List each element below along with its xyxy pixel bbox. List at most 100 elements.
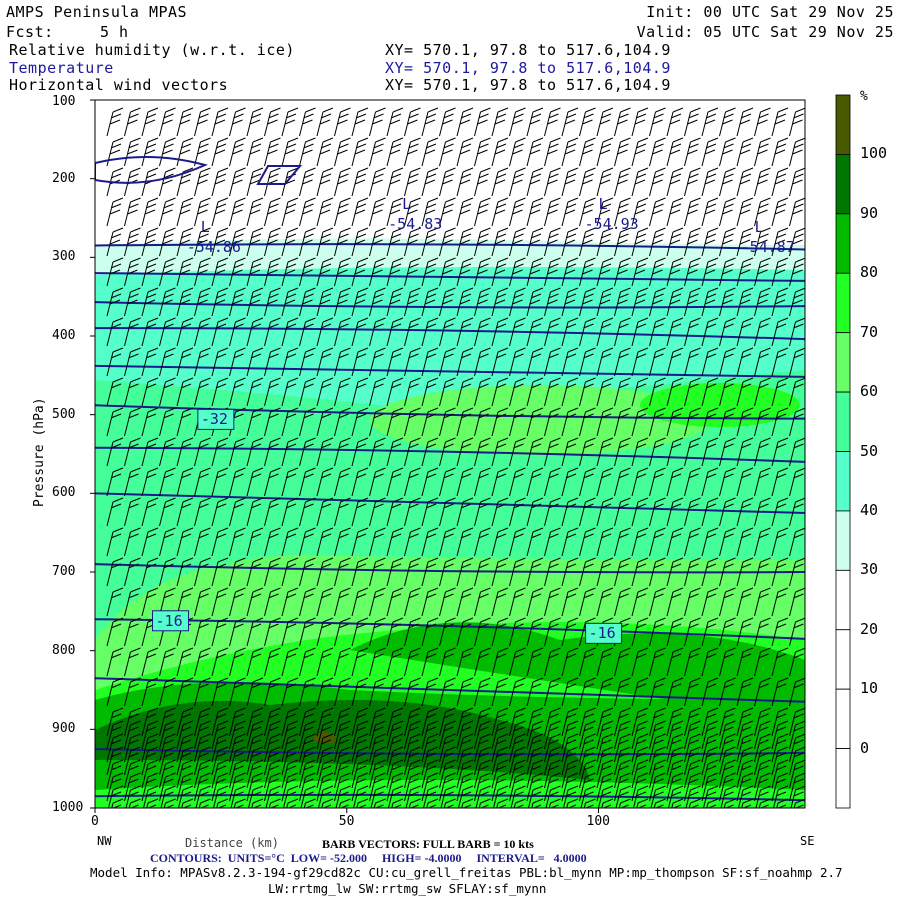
wind-barb bbox=[684, 197, 701, 227]
wind-barb bbox=[509, 617, 526, 647]
wind-barb bbox=[176, 287, 194, 317]
wind-barb bbox=[561, 437, 579, 467]
wind-barb bbox=[106, 707, 124, 737]
wind-barb bbox=[614, 772, 631, 802]
wind-barb bbox=[789, 527, 805, 557]
wind-barb bbox=[561, 497, 579, 527]
wind-barb bbox=[247, 785, 264, 808]
temperature-contour bbox=[95, 364, 805, 378]
wind-barb bbox=[474, 347, 491, 377]
wind-barb bbox=[264, 227, 281, 257]
wind-barb bbox=[246, 733, 264, 763]
wind-barb bbox=[246, 587, 264, 617]
wind-barb bbox=[649, 287, 666, 317]
wind-barb bbox=[246, 107, 264, 137]
wind-barb bbox=[316, 347, 334, 377]
wind-barb bbox=[719, 497, 736, 527]
wind-barb bbox=[456, 137, 474, 167]
wind-barb bbox=[404, 527, 421, 557]
wind-barb bbox=[141, 437, 159, 467]
wind-barb bbox=[596, 497, 614, 527]
wind-barb bbox=[106, 377, 124, 407]
se-label: SE bbox=[800, 834, 815, 848]
wind-barb bbox=[666, 437, 684, 467]
wind-barb bbox=[106, 407, 124, 437]
wind-barb bbox=[194, 772, 211, 802]
wind-barb bbox=[754, 733, 771, 763]
wind-barb bbox=[351, 497, 369, 527]
wind-barb bbox=[439, 377, 456, 407]
wind-barb bbox=[491, 746, 509, 776]
wind-barb bbox=[736, 467, 754, 497]
wind-barb bbox=[561, 759, 579, 789]
wind-barb bbox=[264, 707, 281, 737]
wind-barb bbox=[789, 497, 805, 527]
wind-barb bbox=[404, 746, 421, 776]
wind-barb bbox=[509, 377, 526, 407]
wind-barb bbox=[776, 798, 789, 808]
wind-barb bbox=[246, 746, 264, 776]
wind-barb bbox=[321, 798, 334, 808]
wind-barb bbox=[386, 287, 404, 317]
wind-barb bbox=[229, 647, 246, 677]
wind-barb bbox=[491, 377, 509, 407]
wind-barb bbox=[439, 317, 456, 347]
wind-barb bbox=[701, 746, 719, 776]
wind-barb bbox=[316, 772, 334, 802]
wind-barb bbox=[649, 527, 666, 557]
wind-barb bbox=[789, 437, 805, 467]
wind-barb bbox=[754, 287, 771, 317]
wind-barb bbox=[281, 707, 299, 737]
wind-barb bbox=[719, 197, 736, 227]
wind-barb bbox=[299, 759, 316, 789]
wind-barb bbox=[736, 257, 754, 287]
wind-barb bbox=[789, 197, 805, 227]
wind-barb bbox=[631, 746, 649, 776]
wind-barb bbox=[369, 759, 386, 789]
wind-barb bbox=[474, 287, 491, 317]
wind-barb bbox=[404, 287, 421, 317]
wind-barb bbox=[684, 167, 701, 197]
wind-barb bbox=[491, 527, 509, 557]
wind-barb bbox=[439, 587, 456, 617]
low-value: -54.86 bbox=[186, 238, 241, 257]
wind-barb bbox=[141, 287, 159, 317]
wind-barb bbox=[386, 167, 404, 197]
wind-barb bbox=[159, 707, 176, 737]
wind-barb bbox=[596, 707, 614, 737]
wind-barb bbox=[159, 527, 176, 557]
wind-barb bbox=[509, 720, 526, 750]
wind-barb bbox=[194, 587, 211, 617]
wind-barb bbox=[281, 287, 299, 317]
wind-barb bbox=[631, 197, 649, 227]
wind-barb bbox=[631, 227, 649, 257]
low-marker: L bbox=[402, 195, 412, 214]
wind-barb bbox=[421, 467, 439, 497]
wind-barb bbox=[299, 287, 316, 317]
wind-barb bbox=[264, 377, 281, 407]
wind-barb bbox=[141, 677, 159, 707]
wind-barb bbox=[386, 707, 404, 737]
wind-barb bbox=[701, 197, 719, 227]
temperature-contour bbox=[95, 563, 805, 574]
wind-barb bbox=[211, 167, 229, 197]
wind-barb bbox=[771, 707, 789, 737]
wind-barb bbox=[299, 707, 316, 737]
wind-barb bbox=[631, 527, 649, 557]
wind-barb bbox=[789, 557, 805, 587]
wind-barb bbox=[790, 785, 805, 808]
wind-barb bbox=[754, 167, 771, 197]
wind-barb bbox=[439, 647, 456, 677]
wind-barb bbox=[614, 527, 631, 557]
wind-barb bbox=[211, 720, 229, 750]
wind-barb bbox=[281, 227, 299, 257]
wind-barb bbox=[615, 785, 631, 808]
wind-barb bbox=[194, 720, 211, 750]
wind-barb bbox=[246, 227, 264, 257]
wind-barb bbox=[229, 759, 246, 789]
wind-barb bbox=[614, 197, 631, 227]
wind-barb bbox=[316, 107, 334, 137]
wind-barb bbox=[141, 647, 159, 677]
wind-barb bbox=[194, 733, 211, 763]
wind-barb bbox=[194, 347, 211, 377]
